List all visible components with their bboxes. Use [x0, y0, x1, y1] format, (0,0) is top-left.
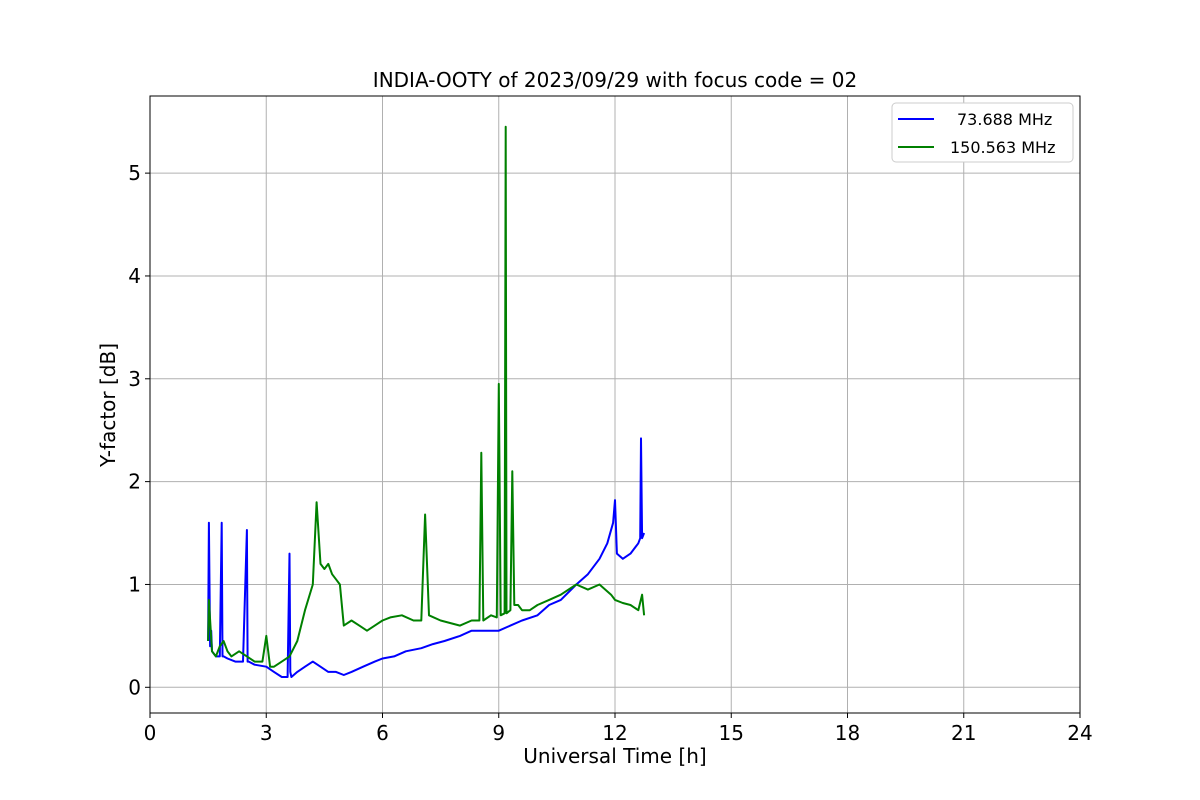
y-axis-label: Y-factor [dB] — [96, 343, 120, 468]
legend-label-1: 73.688 MHz — [957, 110, 1052, 129]
x-tick-label: 12 — [602, 721, 627, 745]
legend: 73.688 MHz 150.563 MHz — [891, 102, 1074, 163]
x-tick-label: 0 — [144, 721, 157, 745]
x-tick-label: 18 — [835, 721, 860, 745]
y-tick-label: 2 — [128, 470, 141, 494]
series-line-1 — [207, 437, 646, 678]
legend-box — [891, 102, 1074, 163]
chart-title: INDIA-OOTY of 2023/09/29 with focus code… — [373, 68, 857, 92]
legend-label-2: 150.563 MHz — [950, 138, 1055, 157]
x-tick-label: 24 — [1067, 721, 1092, 745]
x-axis-label: Universal Time [h] — [523, 744, 706, 768]
x-tick-label: 3 — [260, 721, 273, 745]
y-tick-label: 1 — [128, 572, 141, 596]
x-tick-label: 15 — [719, 721, 744, 745]
x-tick-label: 6 — [376, 721, 389, 745]
series-line-2 — [207, 125, 646, 668]
y-tick-label: 0 — [128, 675, 141, 699]
y-tick-label: 5 — [128, 161, 141, 185]
y-tick-label: 3 — [128, 367, 141, 391]
y-tick-label: 4 — [128, 264, 141, 288]
x-tick-label: 21 — [951, 721, 976, 745]
x-tick-label: 9 — [492, 721, 505, 745]
plot-series — [207, 125, 646, 678]
